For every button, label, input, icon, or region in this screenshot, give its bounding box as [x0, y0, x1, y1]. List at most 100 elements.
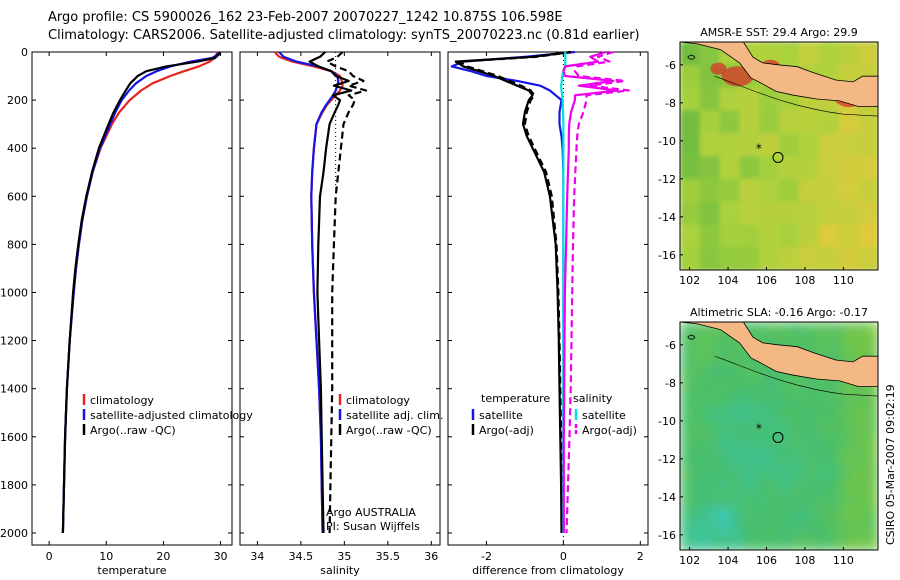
sla-map-xtick-label: 104 [718, 554, 739, 567]
sla-map-cell [704, 436, 719, 452]
sst-map-cell [798, 201, 820, 226]
sla-map-cell [704, 393, 719, 409]
sla-map-cell [704, 421, 719, 438]
sst-map-cell [779, 110, 800, 135]
sla-map-cell [779, 322, 793, 338]
sla-map-cell [840, 393, 855, 409]
sla-map-cell [680, 493, 694, 509]
sst-map-xtick-label: 104 [718, 274, 739, 287]
sla-map-cell [717, 507, 731, 523]
sla-map-cell [717, 364, 731, 381]
sst-map-cell [719, 87, 741, 112]
temperature-xlabel: temperature [97, 564, 166, 577]
sla-map-cell [840, 407, 855, 423]
sla-map-cell [840, 478, 855, 495]
sla-map-cell [692, 393, 706, 409]
sla-map-cell [754, 421, 768, 438]
sst-map-cell [858, 156, 878, 180]
temperature-xtick-label: 20 [156, 550, 170, 563]
sst-map-cell [739, 224, 761, 249]
sla-map-cell [692, 322, 706, 338]
temperature-series-satellite-adjusted-climatology [61, 51, 221, 534]
sla-map-cell [779, 493, 793, 509]
sla-map-cell [840, 450, 855, 466]
sla-map-cell [754, 450, 768, 466]
sst-map-cell [680, 133, 701, 157]
sla-map-cell [828, 464, 842, 480]
sla-map-cell [865, 478, 878, 495]
sla-map-cell [766, 379, 780, 395]
sla-map-cell [766, 464, 780, 480]
sla-map-cell [840, 464, 855, 480]
sla-map-cell [754, 436, 768, 452]
sst-map-cell [759, 133, 780, 157]
sla-map-cell [729, 535, 743, 550]
sla-map-cell [754, 535, 768, 550]
sla-map-cell [865, 507, 878, 523]
sla-map-cell [754, 464, 768, 480]
sst-map-cell [858, 224, 878, 249]
temperature-series-argo-raw-qc- [61, 51, 221, 534]
sla-map-cell [692, 493, 706, 509]
sla-map-title: Altimetric SLA: -0.16 Argo: -0.17 [690, 306, 868, 319]
salinity-legend-2-label: Argo(..raw -QC) [346, 424, 432, 437]
climatology-subtitle: Climatology: CARS2006. Satellite-adjuste… [48, 28, 640, 43]
sla-map-field [680, 322, 878, 550]
sla-map-cell [803, 379, 818, 395]
sst-map-cell [838, 178, 860, 203]
sst-map-ytick-label: -10 [658, 135, 676, 148]
temperature-legend-1-label: satellite-adjusted climatology [90, 409, 253, 422]
salinity-xtick-label: 35.5 [376, 550, 401, 563]
temperature-panel: 0 10 20 30 0 200 400 600 800 1000 1200 1400 1600 1800… [0, 46, 253, 577]
sla-map-frame [679, 321, 879, 551]
sst-map-ytick-label: -8 [665, 97, 676, 110]
sla-map-cell [791, 464, 805, 480]
sst-map-cell [719, 156, 741, 180]
sla-map-cell [704, 493, 719, 509]
sst-map-cell [759, 87, 780, 112]
sla-map-cell [779, 436, 793, 452]
difference-series-salinity-argo-raw-qc- [562, 50, 619, 533]
sla-map-cell [717, 407, 731, 423]
sla-map-cell [803, 407, 818, 423]
sla-map-cell [741, 436, 756, 452]
sst-map-cell [699, 247, 721, 270]
salinity-legend-0-label: climatology [346, 394, 410, 407]
sla-map-cell [828, 507, 842, 523]
salinity-legend-1-label: satellite adj. clim. [346, 409, 443, 422]
sla-map-cell [754, 521, 768, 537]
sla-map-cell [791, 407, 805, 423]
sst-map-cell [858, 42, 878, 66]
sla-map-cell [865, 464, 878, 480]
sla-map-cell [754, 407, 768, 423]
sst-map-cell [680, 178, 701, 203]
sla-map-cell [791, 493, 805, 509]
sst-map-panel: AMSR-E SST: 29.4 Argo: 29.9 * 102 104 106 108… [658, 26, 879, 287]
temperature-legend-2-label: Argo(..raw -QC) [90, 424, 176, 437]
sla-map-cell [729, 393, 743, 409]
sla-map-cell [816, 436, 830, 452]
sla-map-cell [828, 478, 842, 495]
sla-map-cell [816, 521, 830, 537]
depth-tick-label: 1600 [0, 431, 28, 444]
sla-map-cell [766, 450, 780, 466]
sla-map-cell [741, 421, 756, 438]
sst-map-cell [739, 110, 761, 135]
sla-map-cell [816, 407, 830, 423]
difference-axes-frame [447, 51, 649, 546]
sla-map-cell [865, 493, 878, 509]
sst-map-ytick-label: -12 [658, 173, 676, 186]
sla-map-cell [680, 350, 694, 366]
sla-map-cell [741, 493, 756, 509]
sla-map-cell [779, 464, 793, 480]
depth-tick-label: 400 [7, 142, 28, 155]
sla-map-cell [766, 535, 780, 550]
sst-map-cell [798, 178, 820, 203]
sla-map-previous-position-star: * [756, 421, 762, 435]
depth-tick-label: 1000 [0, 286, 28, 299]
sla-map-panel: Altimetric SLA: -0.16 Argo: -0.17 * 102 104… [658, 306, 879, 567]
sla-map-cell [692, 535, 706, 550]
sla-map-cell [717, 336, 731, 352]
difference-series-temperature-argo-adj- [454, 50, 572, 534]
sla-map-cell [828, 450, 842, 466]
